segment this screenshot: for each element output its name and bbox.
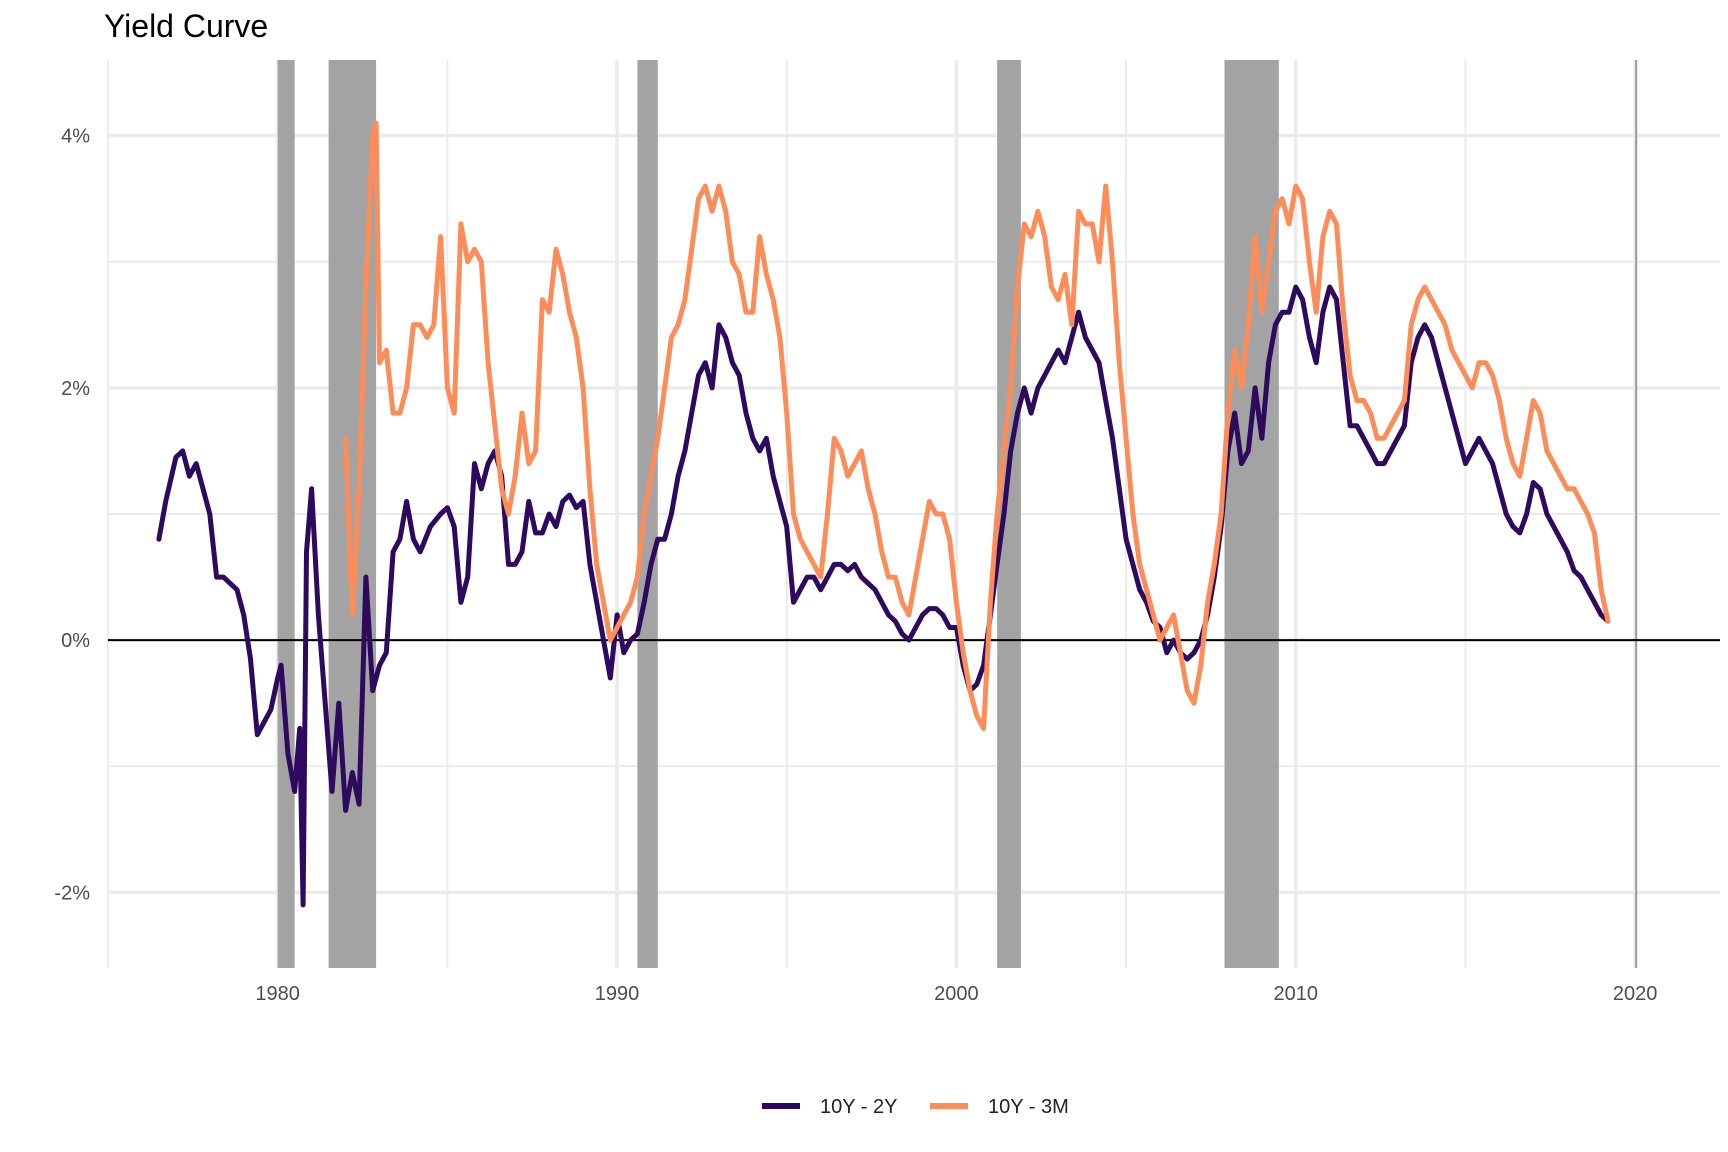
recession-band [1224, 60, 1279, 968]
recession-band [637, 60, 658, 968]
recession-band [277, 60, 295, 968]
recession-band [997, 60, 1021, 968]
series-line [156, 284, 1611, 908]
legend-label: 10Y - 2Y [820, 1096, 897, 1118]
y-tick-label: 4% [61, 126, 90, 148]
legend: 10Y - 2Y 10Y - 3M [762, 1096, 1069, 1118]
legend-label: 10Y - 3M [988, 1096, 1069, 1118]
x-tick-label: 1990 [595, 983, 640, 1005]
chart-title: Yield Curve [104, 8, 269, 44]
x-tick-label: 1980 [255, 983, 300, 1005]
series-layer [156, 120, 1611, 908]
series-line [343, 120, 1611, 731]
y-tick-label: -2% [54, 882, 90, 904]
axis-layer: 1980 1990 2000 2010 2020 -2% 0% 2% 4% [54, 60, 1720, 1005]
y-tick-label: 2% [61, 378, 90, 400]
x-tick-label: 2020 [1613, 983, 1658, 1005]
x-tick-label: 2000 [934, 983, 979, 1005]
y-tick-label: 0% [61, 630, 90, 652]
recession-bands [277, 60, 1279, 968]
x-tick-label: 2010 [1274, 983, 1319, 1005]
